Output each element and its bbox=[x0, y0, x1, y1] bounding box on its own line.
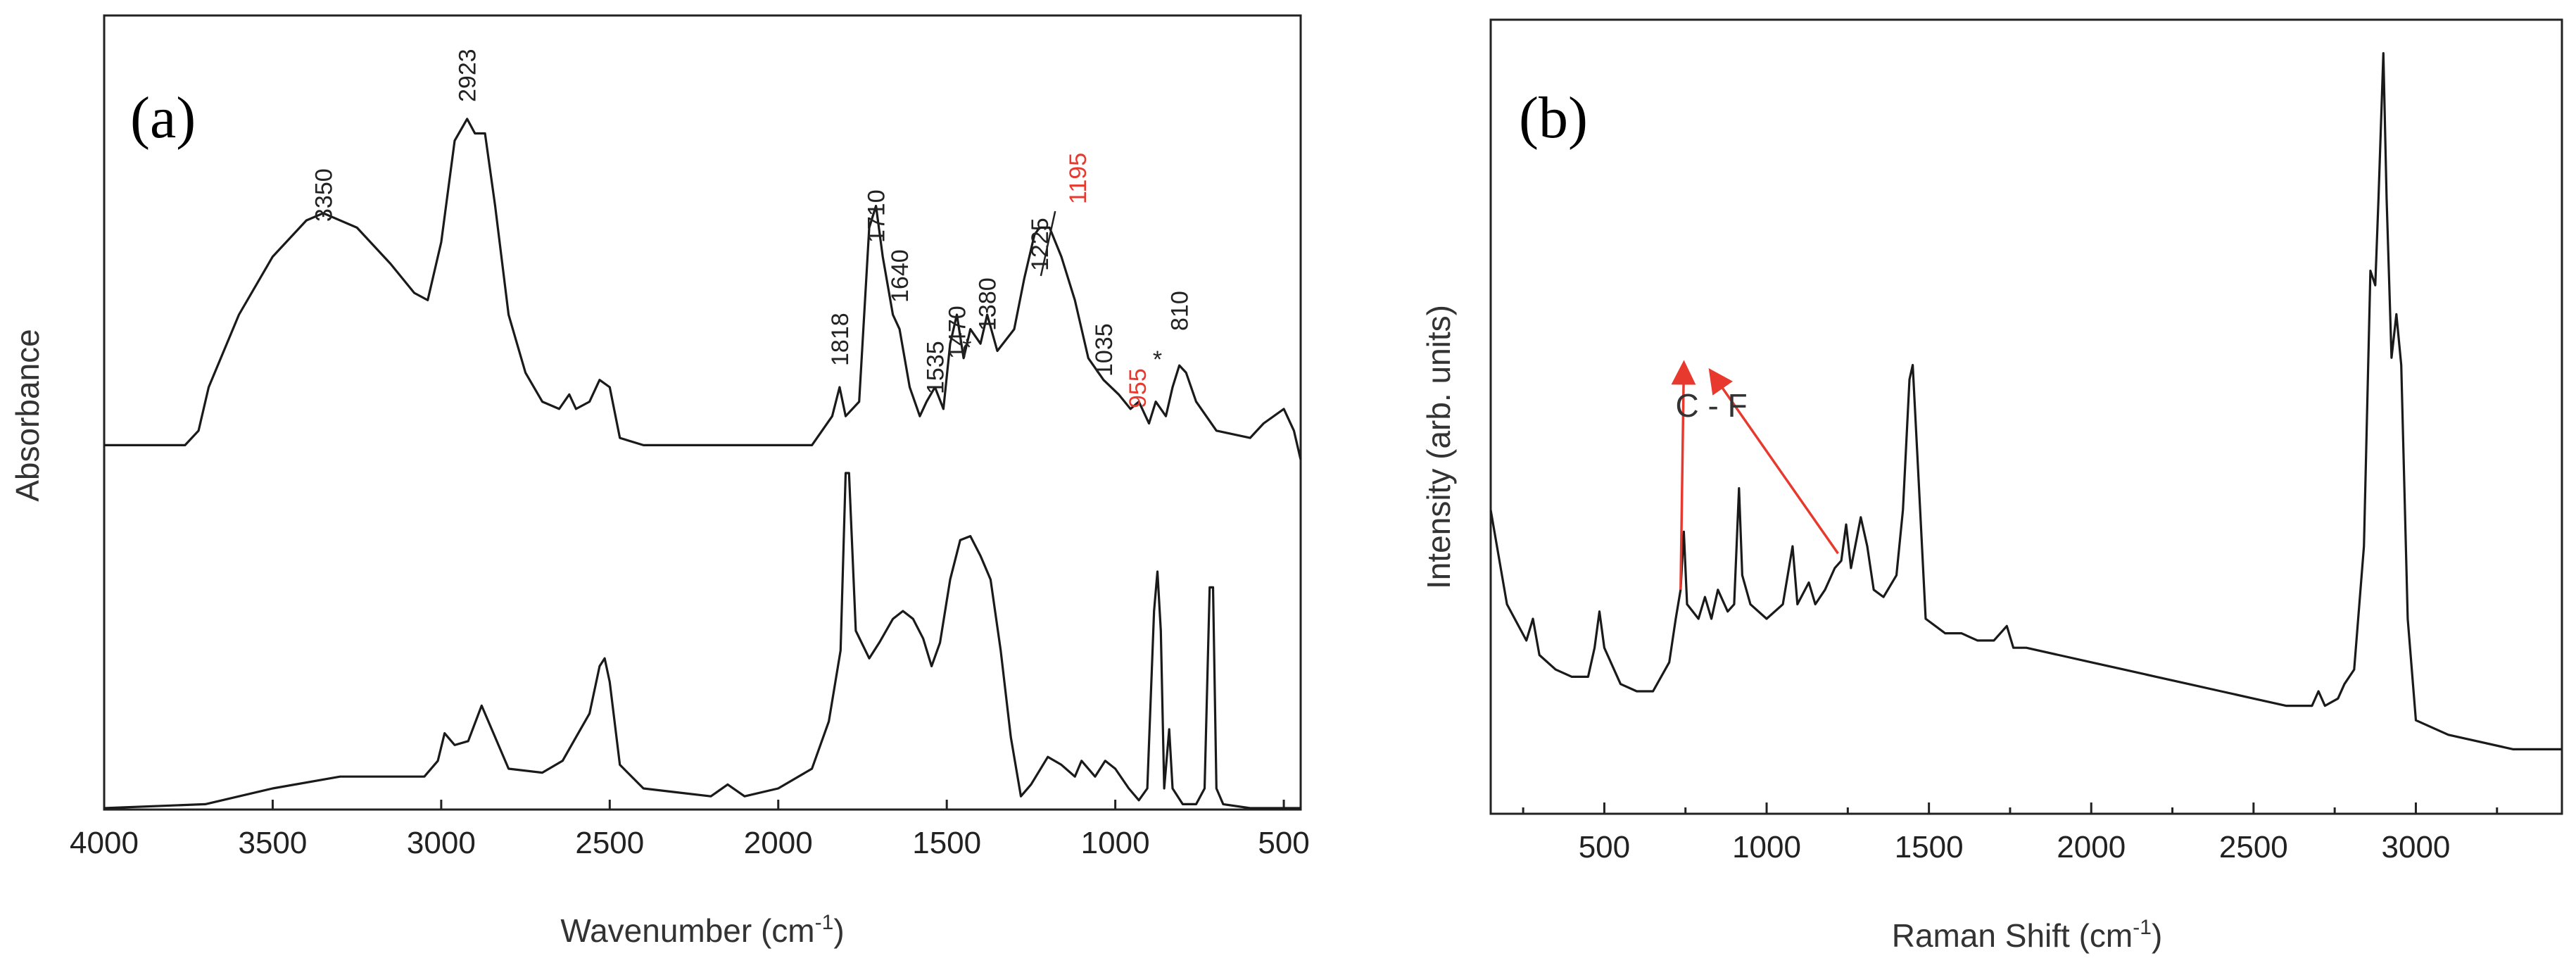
panel-a-peak-label: 1710 bbox=[864, 189, 890, 243]
panel-a-label: (a) bbox=[130, 85, 196, 151]
panel-a-peak-label: 3350 bbox=[310, 168, 337, 222]
panel-b-ylabel: Intensity (arb. units) bbox=[1420, 305, 1457, 589]
panel-a-peak-label: 810 bbox=[1167, 291, 1194, 331]
panel-a-xtick-label: 2000 bbox=[744, 826, 813, 860]
panel-a-series bbox=[103, 118, 1302, 810]
panel-a-xlabel: Wavenumber (cm-1) bbox=[560, 911, 844, 949]
panel-b-cf-annotation: C - F bbox=[1676, 387, 1748, 424]
panel-a-peak-label: 2923 bbox=[455, 49, 481, 102]
panel-b-cf-arrow bbox=[1671, 360, 1696, 590]
panel-a-peak-label: 955 bbox=[1125, 368, 1151, 408]
panel-b-xtick-label: 2000 bbox=[2057, 830, 2126, 864]
panel-b-cf-arrow bbox=[1708, 368, 1839, 555]
panel-b-plot-frame bbox=[1489, 18, 2563, 815]
panel-a-peak-label: 1380 bbox=[975, 277, 1002, 331]
panel-a-xtick-label: 1000 bbox=[1081, 826, 1150, 860]
panel-a-xtick-label: 1500 bbox=[912, 826, 981, 860]
panel-a-ylabel: Absorbance bbox=[9, 329, 46, 502]
panel-a-peak-label: 1195 bbox=[1065, 153, 1092, 204]
panel-b-x-ticks: 500 1000 1500 2000 2500 3000 bbox=[1522, 802, 2499, 864]
panel-b-xtick-label: 3000 bbox=[2382, 830, 2451, 864]
panel-b-xlabel: Raman Shift (cm-1) bbox=[1892, 916, 2163, 954]
panel-b-xtick-label: 500 bbox=[1579, 830, 1630, 864]
panel-b-xtick-label: 1000 bbox=[1732, 830, 1801, 864]
panel-a-1195-leader-line bbox=[1040, 210, 1056, 277]
panel-a-peak-label: 1818 bbox=[827, 313, 854, 366]
panel-a-lower-spectrum-line bbox=[103, 472, 1301, 810]
panel-a-upper-spectrum-line bbox=[104, 118, 1302, 460]
panel-b-xtick-label: 2500 bbox=[2219, 830, 2288, 864]
panel-b-series bbox=[1489, 52, 2562, 750]
panel-a-xtick-label: 500 bbox=[1258, 826, 1309, 860]
panel-a-xtick-label: 3500 bbox=[238, 826, 307, 860]
panel-a-peak-label: 1035 bbox=[1091, 323, 1118, 377]
panel-a-plot-frame bbox=[103, 14, 1302, 811]
panel-b-raman-spectrum-line bbox=[1489, 52, 2562, 750]
panel-a-xtick-label: 4000 bbox=[70, 826, 139, 860]
panel-a-asterisk-marker: * bbox=[962, 334, 971, 361]
panel-a-xtick-label: 2500 bbox=[575, 826, 644, 860]
panel-a-x-ticks: 4000 3500 3000 2500 2000 1500 1000 500 bbox=[70, 800, 1310, 860]
panel-b-label: (b) bbox=[1519, 85, 1588, 151]
panel-a-peak-label: 1535 bbox=[922, 341, 949, 394]
panel-b-xtick-label: 1500 bbox=[1895, 830, 1964, 864]
panel-a-peak-label: 1470 bbox=[945, 306, 971, 359]
panel-a-asterisk-marker: * bbox=[1153, 346, 1162, 373]
panel-b-annotations: C - F bbox=[1671, 360, 1839, 590]
panel-a-peak-label: 1225 bbox=[1027, 218, 1054, 271]
panel-a-peak-label: 1640 bbox=[887, 249, 914, 303]
panel-a-xtick-label: 3000 bbox=[407, 826, 476, 860]
